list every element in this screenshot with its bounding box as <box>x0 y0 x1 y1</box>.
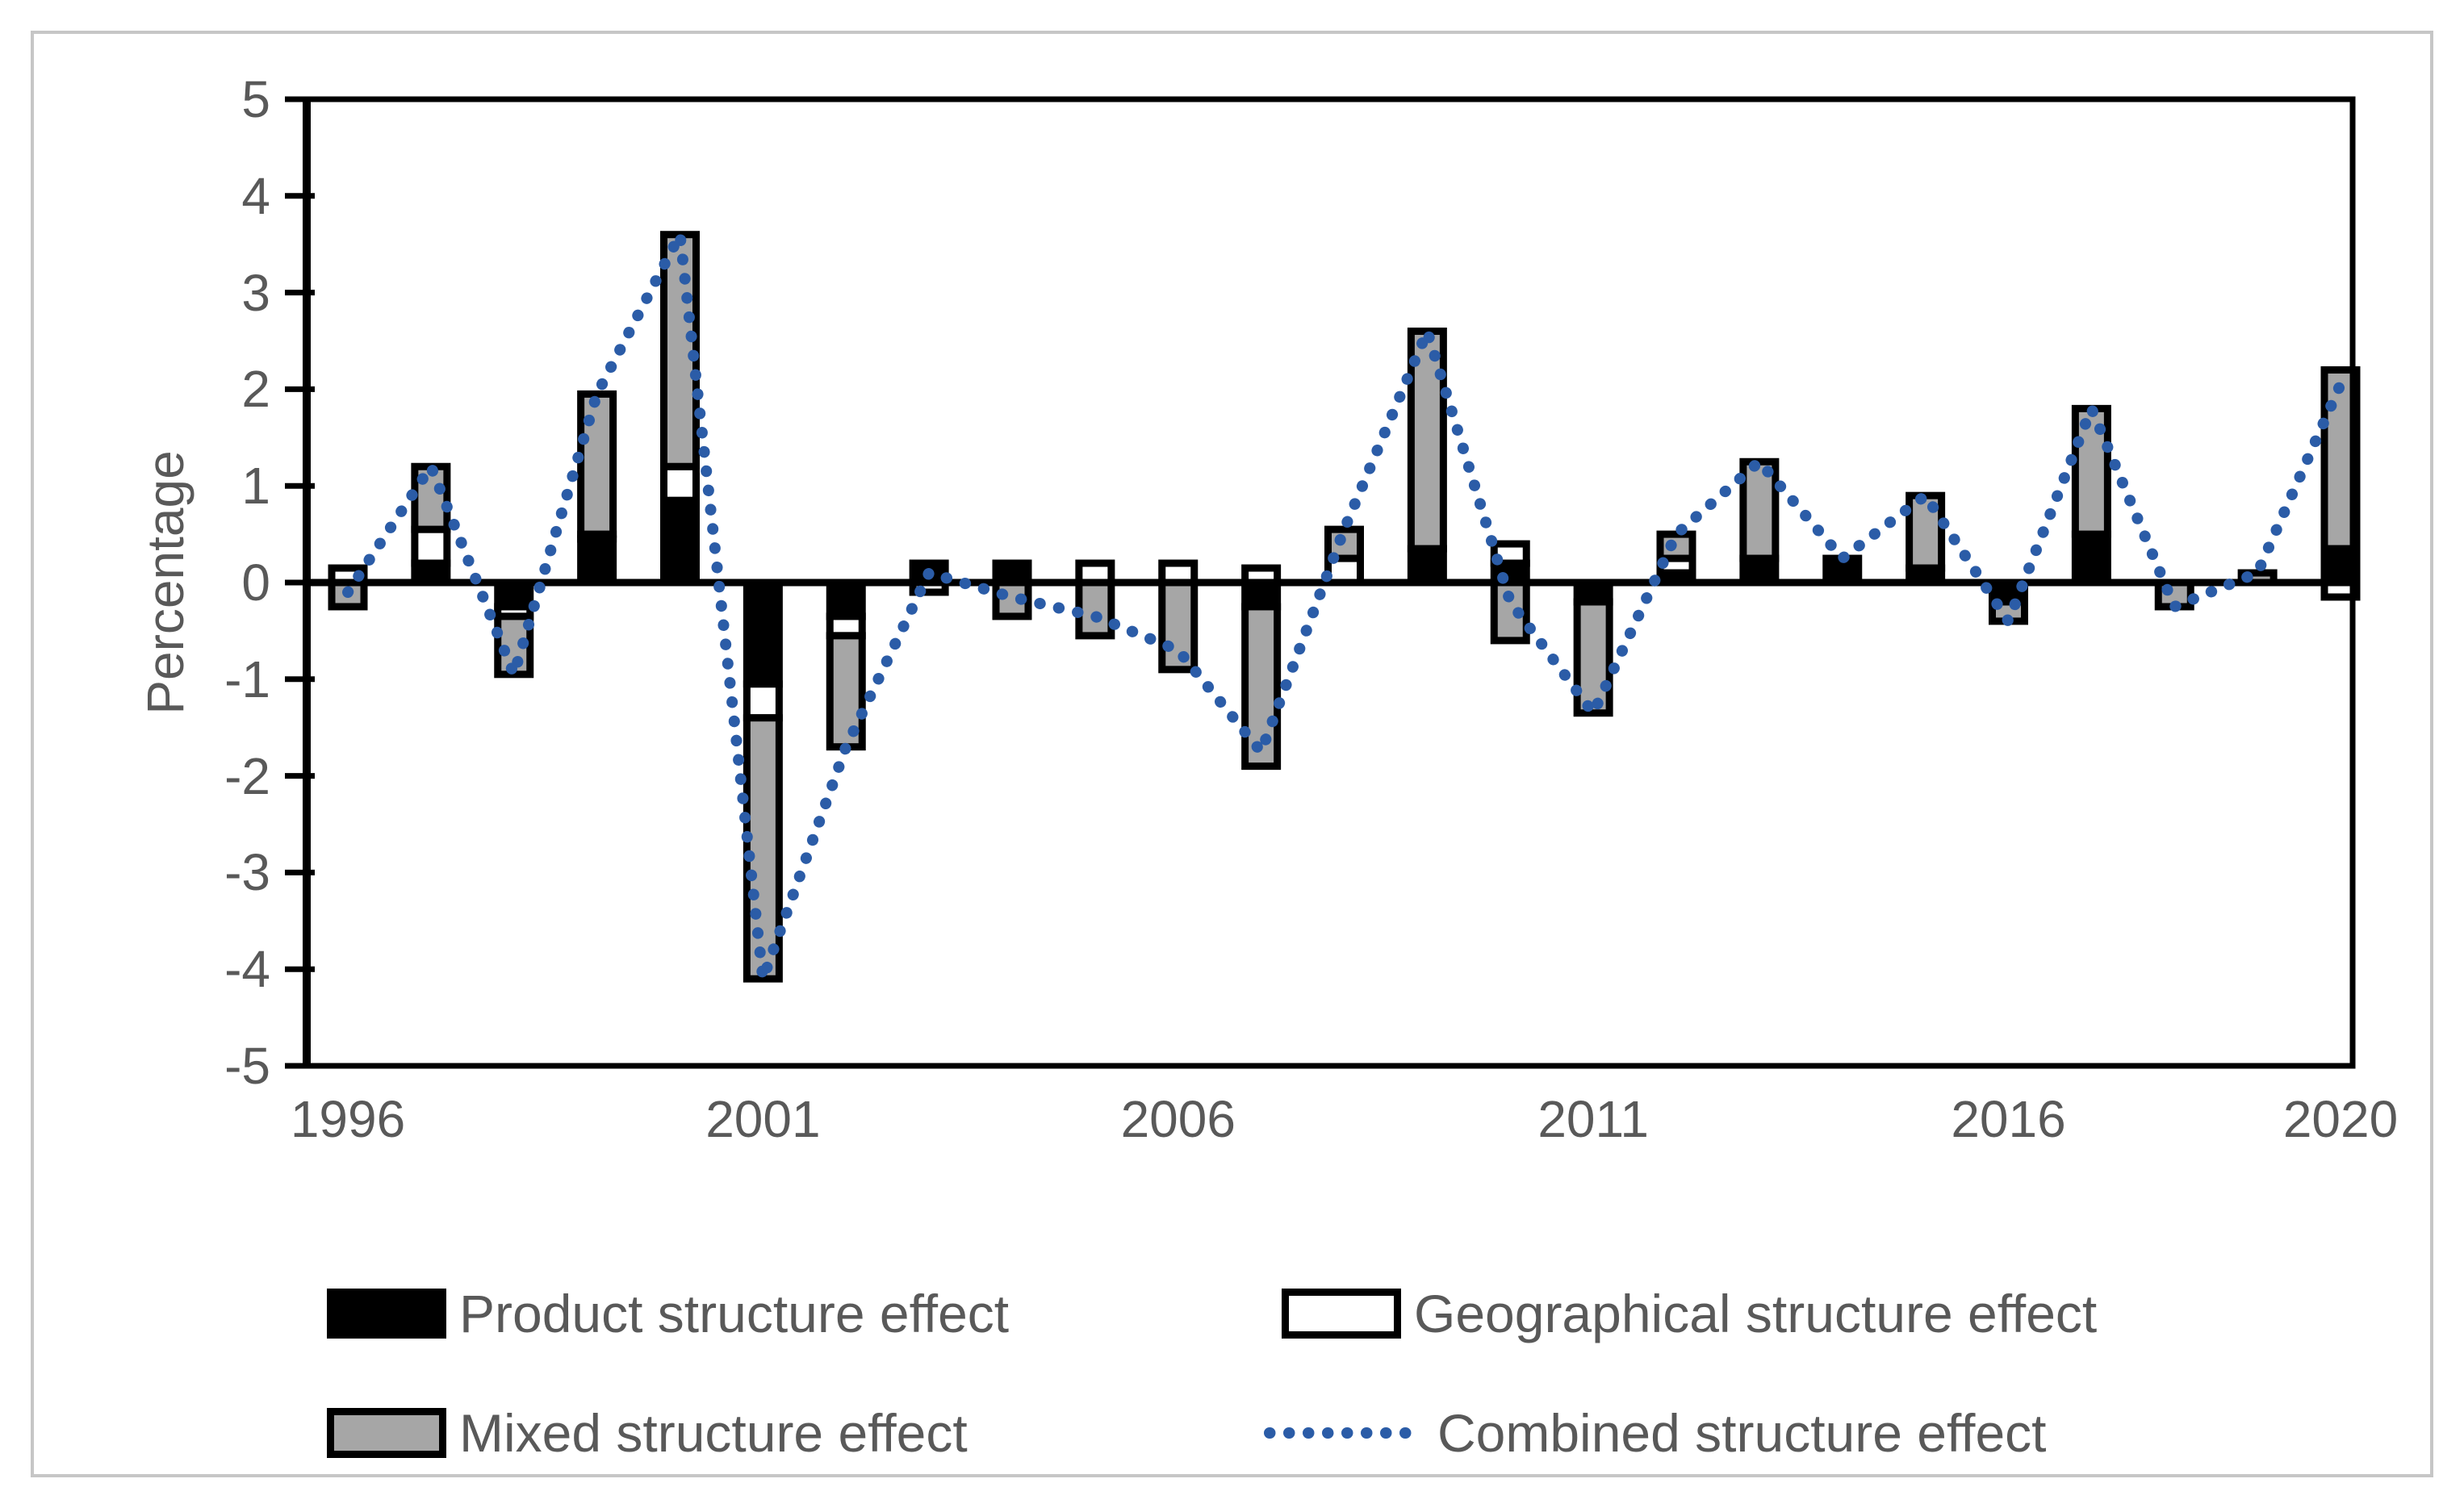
x-tick-label: 2001 <box>705 1090 821 1148</box>
bar-segment <box>577 390 617 538</box>
y-tick-label: 3 <box>241 263 270 322</box>
bar-segment <box>2071 530 2111 587</box>
y-tick-label: 2 <box>241 360 270 419</box>
bar-segment <box>577 535 617 587</box>
bar-segment <box>743 714 783 983</box>
bar-segment <box>660 462 700 504</box>
bar-segment <box>660 496 700 587</box>
y-tick-label: 4 <box>241 166 270 225</box>
x-tick-label: 2011 <box>1537 1090 1649 1148</box>
y-tick-label: -3 <box>224 843 270 902</box>
bar-segment <box>1407 545 1447 587</box>
bar-segment <box>743 579 783 688</box>
x-tick-label: 2006 <box>1120 1090 1236 1148</box>
bar-segment <box>1573 598 1613 717</box>
bar-segment <box>826 579 866 620</box>
bar-segment <box>1407 328 1447 553</box>
bar-segment <box>411 525 451 567</box>
y-tick-label: 5 <box>241 70 270 128</box>
y-tick-label: 1 <box>241 457 270 516</box>
x-tick-label: 2016 <box>1951 1090 2066 1148</box>
bar-segment <box>992 559 1032 572</box>
bar-segment <box>743 680 783 722</box>
y-tick-label: 0 <box>241 553 270 612</box>
y-tick-label: -2 <box>224 746 270 805</box>
x-tick-label: 2020 <box>2282 1090 2399 1148</box>
bar-segment <box>1906 491 1946 572</box>
y-tick-label: -1 <box>224 650 270 708</box>
combined-line <box>342 228 2346 985</box>
y-tick-label: -4 <box>224 940 270 999</box>
x-tick-label: 1996 <box>290 1090 406 1148</box>
bar-segment <box>1739 457 1780 562</box>
bar-segment <box>1075 579 1115 640</box>
y-tick-label: -5 <box>224 1037 270 1095</box>
